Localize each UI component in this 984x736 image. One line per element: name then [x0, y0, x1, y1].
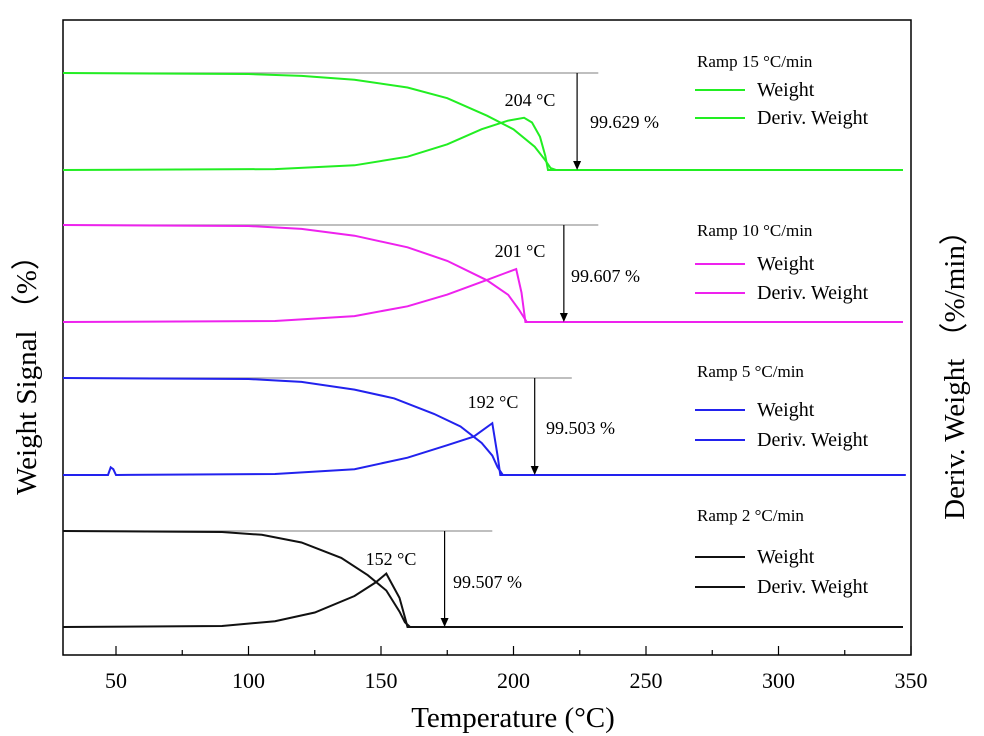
y-axis-left-title: Weight Signal （%）: [11, 241, 43, 495]
weight-loss-arrow-head: [559, 313, 568, 322]
x-tick-label: 100: [232, 668, 265, 693]
series-deriv-weight-line: [62, 116, 903, 171]
weight-loss-arrow-head: [440, 618, 449, 627]
weight-loss-arrow-head: [573, 161, 582, 170]
x-tick-label: 200: [497, 668, 530, 693]
x-tick-label: 250: [630, 668, 663, 693]
x-tick-label: 300: [762, 668, 795, 693]
legend-label: Weight: [757, 546, 815, 568]
x-axis-title: Temperature (°C): [411, 702, 615, 734]
ramp-panels: 204 °C 99.629 % Ramp 15 °C/min Weight Deriv.…: [62, 52, 906, 628]
legend-label: Deriv. Weight: [757, 576, 869, 598]
weight-loss-arrow-head: [530, 466, 539, 475]
panel-ramp5: 192 °C 99.503 % Ramp 5 °C/min Weight Deriv. …: [62, 362, 906, 477]
legend-title: Ramp 2 °C/min: [697, 506, 804, 525]
peak-temperature-label: 152 °C: [366, 549, 417, 569]
x-axis-ticks: [115, 646, 912, 655]
panel-ramp15: 204 °C 99.629 % Ramp 15 °C/min Weight Deriv.…: [62, 52, 903, 171]
weight-loss-label: 99.629 %: [590, 112, 659, 132]
y-axis-right-title: Deriv. Weight （%/min）: [939, 216, 971, 520]
weight-loss-label: 99.607 %: [571, 266, 640, 286]
weight-loss-label: 99.507 %: [453, 572, 522, 592]
series-deriv-weight-line: [62, 267, 903, 323]
x-tick-label: 50: [105, 668, 127, 693]
panel-ramp10: 201 °C 99.607 % Ramp 10 °C/min Weight Deriv.…: [62, 221, 903, 323]
legend-title: Ramp 5 °C/min: [697, 362, 804, 381]
peak-temperature-label: 192 °C: [468, 392, 519, 412]
x-axis-tick-labels: 50 100 150 200 250 300 350: [105, 668, 928, 693]
legend-title: Ramp 10 °C/min: [697, 221, 813, 240]
x-tick-label: 350: [895, 668, 928, 693]
peak-temperature-label: 201 °C: [495, 241, 546, 261]
legend-title: Ramp 15 °C/min: [697, 52, 813, 71]
legend-label: Weight: [757, 79, 815, 101]
legend-label: Weight: [757, 399, 815, 421]
legend-label: Deriv. Weight: [757, 282, 869, 304]
series-weight-line: [62, 72, 903, 171]
panel-ramp2: 152 °C 99.507 % Ramp 2 °C/min Weight Deriv. …: [62, 506, 903, 628]
series-deriv-weight-line: [62, 572, 903, 628]
x-tick-label: 150: [365, 668, 398, 693]
legend-label: Deriv. Weight: [757, 107, 869, 129]
legend-label: Deriv. Weight: [757, 429, 869, 451]
plot-frame: [62, 19, 912, 656]
series-deriv-weight-line: [63, 421, 906, 477]
weight-loss-label: 99.503 %: [546, 418, 615, 438]
legend-label: Weight: [757, 253, 815, 275]
series-weight-line: [62, 224, 903, 323]
peak-temperature-label: 204 °C: [505, 90, 556, 110]
